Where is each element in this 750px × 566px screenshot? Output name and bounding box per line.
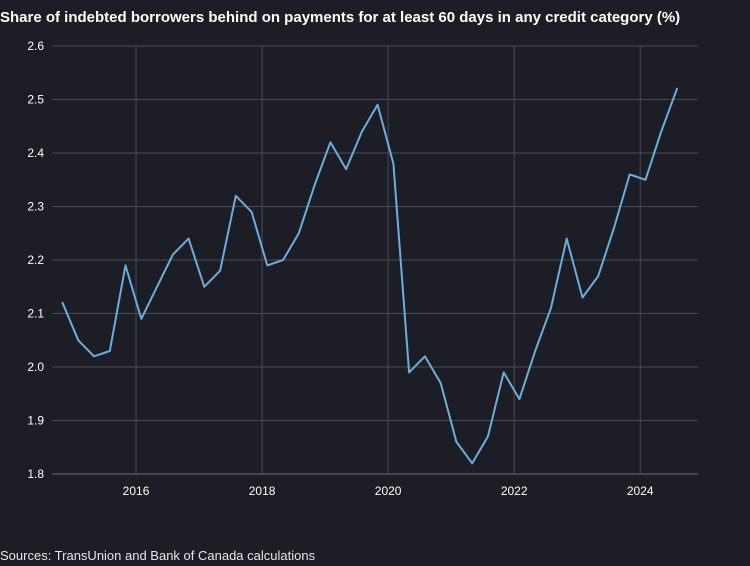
y-tick-label: 2.5 bbox=[27, 93, 44, 107]
x-axis: 2016 2018 2020 2022 2024 bbox=[123, 484, 654, 498]
y-axis: 1.8 1.9 2.0 2.1 2.2 2.3 2.4 2.5 2.6 bbox=[27, 39, 44, 481]
x-tick-label: 2024 bbox=[627, 484, 654, 498]
y-tick-label: 2.4 bbox=[27, 146, 44, 160]
x-tick-label: 2020 bbox=[375, 484, 402, 498]
y-tick-label: 2.0 bbox=[27, 360, 44, 374]
chart-title: Share of indebted borrowers behind on pa… bbox=[0, 9, 681, 26]
x-tick-label: 2016 bbox=[123, 484, 150, 498]
y-tick-label: 2.1 bbox=[27, 307, 44, 321]
y-tick-label: 2.3 bbox=[27, 200, 44, 214]
chart-source: Sources: TransUnion and Bank of Canada c… bbox=[0, 548, 316, 563]
series-line bbox=[61, 87, 678, 465]
y-tick-label: 2.2 bbox=[27, 253, 44, 267]
gridlines bbox=[52, 45, 698, 475]
series-layer bbox=[61, 87, 678, 465]
y-tick-label: 1.8 bbox=[27, 467, 44, 481]
x-tick-label: 2022 bbox=[501, 484, 528, 498]
line-chart: 1.8 1.9 2.0 2.1 2.2 2.3 2.4 2.5 2.6 2016 2018 2020… bbox=[27, 39, 698, 498]
y-tick-label: 2.6 bbox=[27, 39, 44, 53]
x-tick-label: 2018 bbox=[249, 484, 276, 498]
y-tick-label: 1.9 bbox=[27, 414, 44, 428]
